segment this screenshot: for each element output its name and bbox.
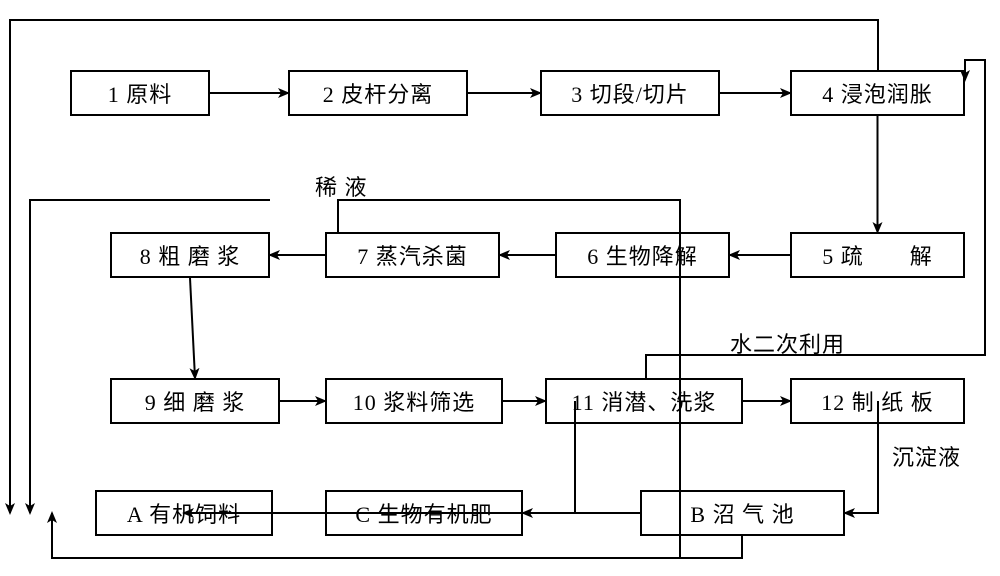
node-biodegradation: 6 生物降解 (555, 232, 730, 278)
node-organic-feed: A 有机饲料 (95, 490, 273, 536)
node-label: 4 浸泡润胀 (822, 77, 933, 109)
node-label: 9 细 磨 浆 (145, 385, 246, 417)
node-raw-material: 1 原料 (70, 70, 210, 116)
node-latency-washing: 11 消潜、洗浆 (545, 378, 743, 424)
node-fine-refining: 9 细 磨 浆 (110, 378, 280, 424)
node-defibering: 5 疏 解 (790, 232, 965, 278)
node-biogas-pool: B 沼 气 池 (640, 490, 845, 536)
label-thin-liquid: 稀 液 (315, 170, 368, 202)
node-cutting: 3 切段/切片 (540, 70, 720, 116)
node-soaking: 4 浸泡润胀 (790, 70, 965, 116)
node-label: 3 切段/切片 (571, 77, 689, 109)
label-sediment: 沉淀液 (892, 440, 961, 472)
label-water-reuse: 水二次利用 (730, 327, 845, 359)
node-bio-fertilizer: C 生物有机肥 (325, 490, 523, 536)
node-label: 6 生物降解 (587, 239, 698, 271)
node-label: 8 粗 磨 浆 (140, 239, 241, 271)
flowchart-canvas: 1 原料 2 皮杆分离 3 切段/切片 4 浸泡润胀 5 疏 解 6 生物降解 … (0, 0, 1000, 576)
node-label: B 沼 气 池 (690, 497, 794, 529)
node-label: 5 疏 解 (822, 239, 933, 271)
node-label: A 有机饲料 (127, 497, 241, 529)
node-label: 10 浆料筛选 (353, 385, 476, 417)
node-label: 2 皮杆分离 (323, 77, 434, 109)
node-pulp-screening: 10 浆料筛选 (325, 378, 503, 424)
node-paperboard: 12 制 纸 板 (790, 378, 965, 424)
node-label: 12 制 纸 板 (821, 385, 934, 417)
node-label: C 生物有机肥 (355, 497, 492, 529)
node-label: 11 消潜、洗浆 (572, 385, 717, 417)
node-steam-sterilize: 7 蒸汽杀菌 (325, 232, 500, 278)
node-label: 7 蒸汽杀菌 (357, 239, 468, 271)
node-label: 1 原料 (108, 77, 173, 109)
node-bark-separation: 2 皮杆分离 (288, 70, 468, 116)
node-coarse-refining: 8 粗 磨 浆 (110, 232, 270, 278)
